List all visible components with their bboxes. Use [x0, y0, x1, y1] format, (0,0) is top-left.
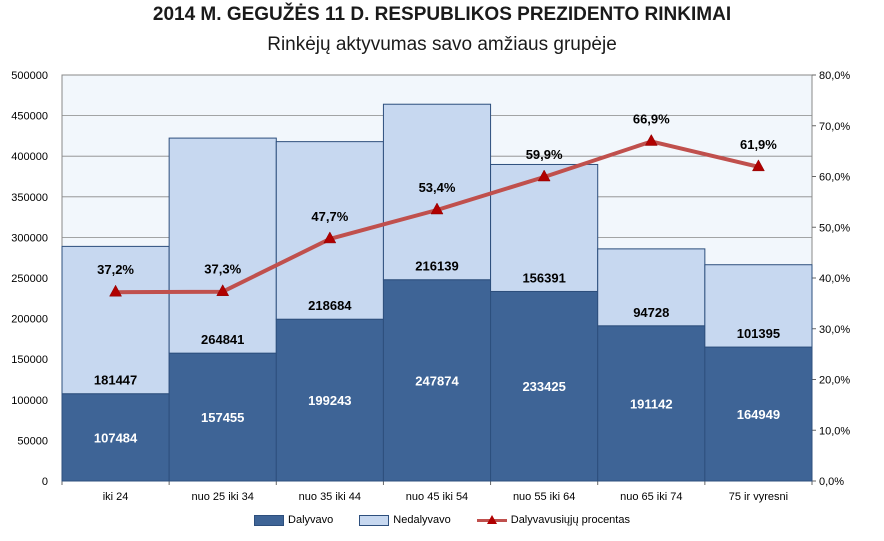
data-label-procentas: 37,3%: [204, 262, 241, 277]
x-tick-label: nuo 35 iki 44: [299, 491, 361, 503]
legend-item-dalyvavo: Dalyvavo: [254, 514, 333, 526]
line-marker: [752, 159, 765, 172]
chart-subtitle: Rinkėjų aktyvumas savo amžiaus grupėje: [267, 34, 617, 55]
y2-tick-label: 60,0%: [819, 172, 850, 184]
y2-tick-label: 0,0%: [819, 476, 844, 488]
data-label-dalyvavo: 247874: [415, 373, 459, 388]
x-tick-label: 75 ir vyresni: [729, 491, 788, 503]
data-label-dalyvavo: 107484: [94, 430, 138, 445]
data-label-dalyvavo: 157455: [201, 410, 244, 425]
line-marker: [537, 169, 551, 182]
y2-tick-label: 50,0%: [819, 222, 850, 234]
data-label-procentas: 47,7%: [311, 209, 348, 224]
legend-item-procentas: Dalyvavusiųjų procentas: [476, 514, 630, 526]
bar-dalyvavo: [490, 290, 599, 482]
legend-swatch-dalyvavo: [254, 514, 285, 526]
y2-tick-label: 20,0%: [819, 375, 850, 387]
y-tick-label: 400000: [11, 151, 48, 163]
x-tick-label: nuo 25 iki 34: [192, 491, 254, 503]
x-tick-label: iki 24: [103, 491, 129, 503]
line-marker: [323, 231, 337, 244]
legend-label-procentas: Dalyvavusiųjų procentas: [510, 514, 630, 526]
line-marker: [109, 284, 122, 297]
y2-tick-label: 30,0%: [819, 324, 850, 336]
y2-tick-label: 10,0%: [819, 425, 850, 437]
bar-nedalyvavo: [597, 248, 706, 327]
y2-tick-label: 80,0%: [819, 70, 850, 82]
data-label-dalyvavo: 199243: [308, 393, 351, 408]
bar-nedalyvavo: [490, 163, 599, 292]
bar-nedalyvavo: [61, 245, 170, 395]
line-marker: [216, 284, 230, 296]
legend-label-dalyvavo: Dalyvavo: [288, 514, 334, 526]
y-tick-label: 350000: [11, 192, 48, 204]
y-tick-label: 50000: [17, 435, 48, 447]
data-label-nedalyvavo: 181447: [94, 373, 137, 388]
legend-swatch-nedalyvavo: [359, 514, 390, 526]
data-label-nedalyvavo: 156391: [522, 270, 565, 285]
data-label-dalyvavo: 164949: [737, 407, 780, 422]
y-tick-label: 200000: [11, 314, 48, 326]
data-label-nedalyvavo: 94728: [633, 305, 669, 320]
data-label-procentas: 59,9%: [526, 147, 563, 162]
bar-dalyvavo: [597, 325, 706, 482]
data-label-dalyvavo: 233425: [522, 379, 565, 394]
bar-dalyvavo: [275, 318, 384, 482]
y2-tick-label: 40,0%: [819, 273, 850, 285]
y-tick-label: 0: [42, 476, 48, 488]
line-marker: [644, 133, 658, 146]
legend-swatch-procentas: [476, 514, 507, 525]
bar-dalyvavo: [704, 346, 813, 482]
data-label-nedalyvavo: 264841: [201, 332, 244, 347]
bar-dalyvavo: [61, 393, 170, 482]
y-tick-label: 450000: [11, 111, 48, 123]
bar-nedalyvavo: [382, 103, 492, 281]
x-tick-label: nuo 45 iki 54: [406, 491, 468, 503]
data-label-nedalyvavo: 216139: [415, 259, 458, 274]
legend-label-nedalyvavo: Nedalyvavo: [393, 514, 451, 526]
chart-svg: 0 50000 100000 150000 200000 250000 300000 3500…: [11, 70, 850, 503]
data-label-nedalyvavo: 218684: [308, 298, 352, 313]
y-tick-label: 150000: [11, 354, 48, 366]
data-label-procentas: 37,2%: [97, 262, 134, 277]
data-label-procentas: 53,4%: [419, 180, 456, 195]
y-tick-label: 500000: [11, 70, 48, 82]
legend-item-nedalyvavo: Nedalyvavo: [359, 514, 451, 526]
data-label-dalyvavo: 191142: [630, 396, 673, 411]
x-tick-label: nuo 55 iki 64: [513, 491, 575, 503]
data-label-procentas: 61,9%: [740, 137, 777, 152]
y-tick-label: 100000: [11, 395, 48, 407]
line-marker: [430, 202, 444, 215]
data-label-procentas: 66,9%: [633, 111, 670, 126]
y2-tick-label: 70,0%: [819, 121, 850, 133]
chart-legend: Dalyvavo Nedalyvavo Dalyvavusiųjų procen…: [0, 514, 884, 526]
bar-nedalyvavo: [168, 137, 277, 354]
chart-title: 2014 M. GEGUŽĖS 11 D. RESPUBLIKOS PREZID…: [152, 4, 732, 25]
y-tick-label: 300000: [11, 232, 48, 244]
data-label-nedalyvavo: 101395: [737, 326, 780, 341]
x-tick-label: nuo 65 iki 74: [620, 491, 682, 503]
bar-nedalyvavo: [704, 264, 813, 348]
y-tick-label: 250000: [11, 273, 48, 285]
